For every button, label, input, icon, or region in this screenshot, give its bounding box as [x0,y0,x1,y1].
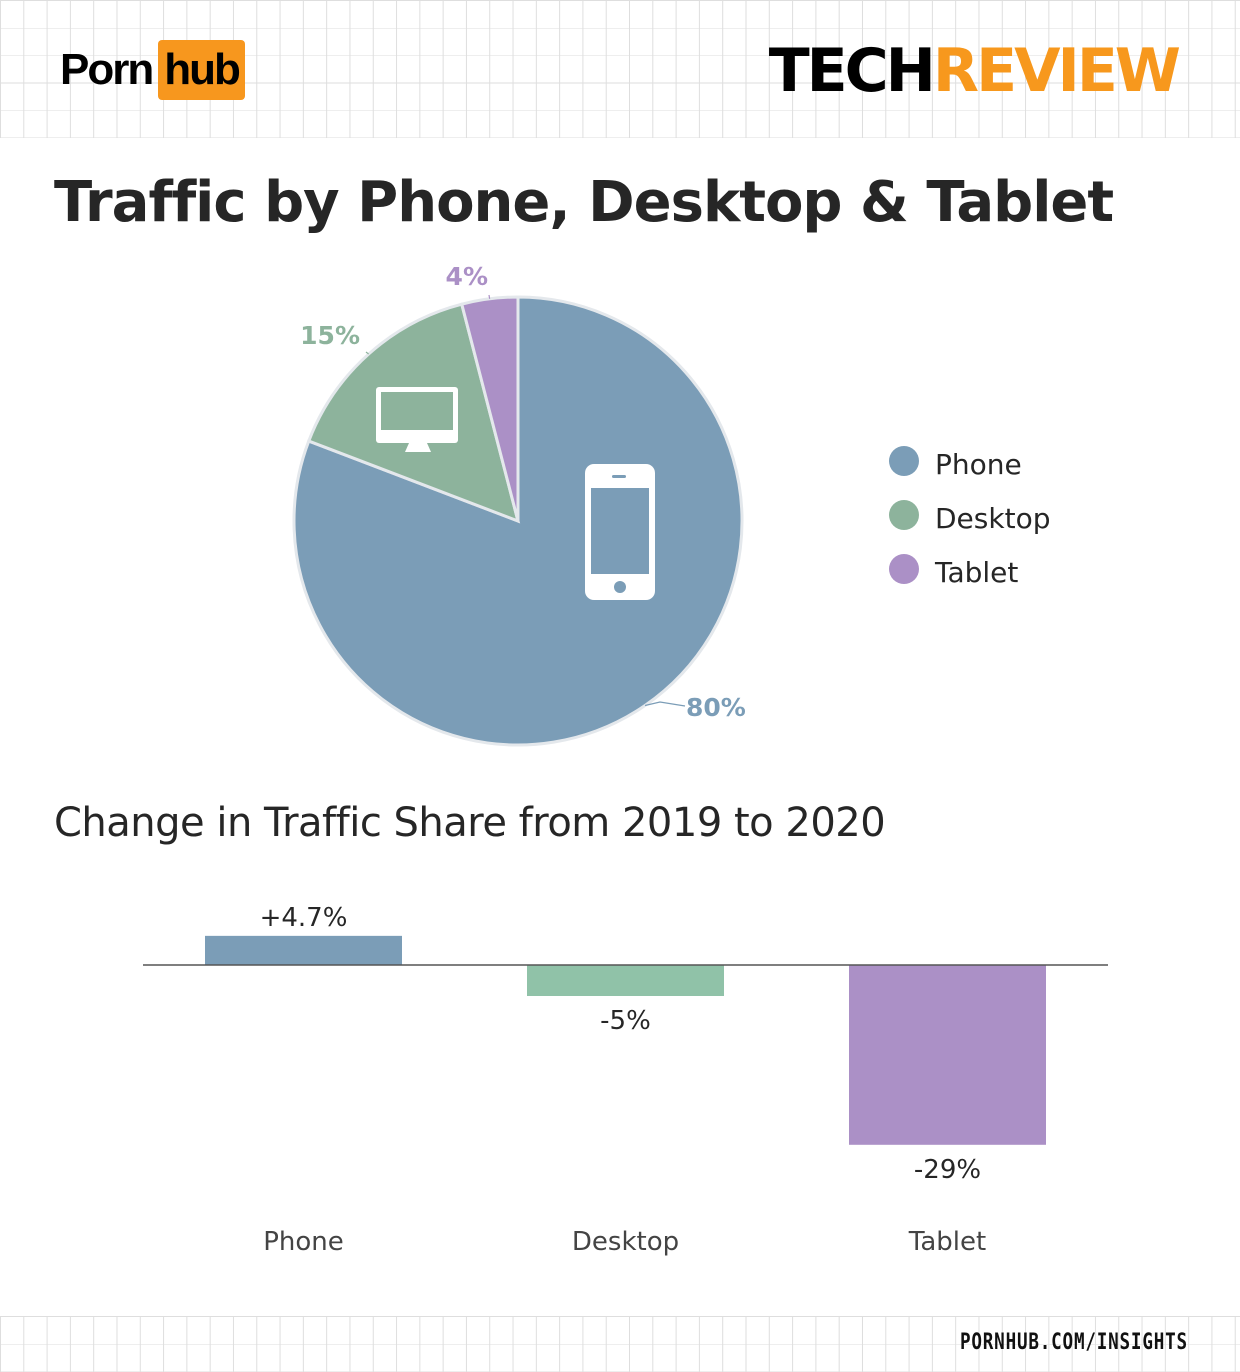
bar-value-label-tablet: -29% [914,1155,981,1185]
bar-desktop [527,965,724,996]
legend-label-phone: Phone [935,448,1022,481]
bar-category-label-phone: Phone [263,1227,344,1257]
bar-chart: +4.7% Phone -5% Desktop -29% Tablet [143,903,1108,1257]
legend-label-tablet: Tablet [934,556,1018,589]
desktop-icon-screen [381,392,453,430]
pie-label-desktop: 15% [300,321,360,350]
pie-chart: 80% 15% 4% Phone Desktop Tablet [292,262,1050,747]
footer-url: PORNHUB.COM/INSIGHTS [960,1330,1188,1355]
desktop-icon-stand [405,443,431,452]
pie-leader-phone [644,701,686,707]
phone-icon-speaker [612,475,626,478]
pie-label-tablet: 4% [446,262,488,291]
brand-review: REVIEW [932,36,1181,106]
bar-tablet [849,965,1046,1145]
tech-review-brand: TECHREVIEW [768,36,1181,106]
legend-swatch-desktop [889,500,919,530]
phone-icon-button [614,581,626,593]
brand-tech: TECH [768,36,936,106]
legend-swatch-phone [889,446,919,476]
logo-text-right: hub [158,40,245,100]
bar-value-label-desktop: -5% [600,1006,651,1036]
phone-icon [585,464,655,600]
bar-chart-title: Change in Traffic Share from 2019 to 202… [54,800,886,846]
pornhub-logo: Porn hub [60,40,245,100]
phone-icon-screen [591,488,649,574]
pie-slice-tablet [459,295,520,522]
footer-grid [0,1316,1240,1372]
pie-chart-title: Traffic by Phone, Desktop & Tablet [54,170,1114,235]
bar-value-label-phone: +4.7% [260,903,348,933]
pie-leader-tablet [488,294,491,299]
legend-label-desktop: Desktop [935,502,1050,535]
bar-phone [205,935,402,965]
pie-label-phone: 80% [686,693,746,722]
bar-category-label-tablet: Tablet [908,1227,986,1257]
pie-leader-desktop [365,351,370,355]
bar-category-label-desktop: Desktop [572,1227,679,1257]
desktop-icon [376,387,458,452]
logo-text-left: Porn [60,45,154,94]
legend-swatch-tablet [889,554,919,584]
